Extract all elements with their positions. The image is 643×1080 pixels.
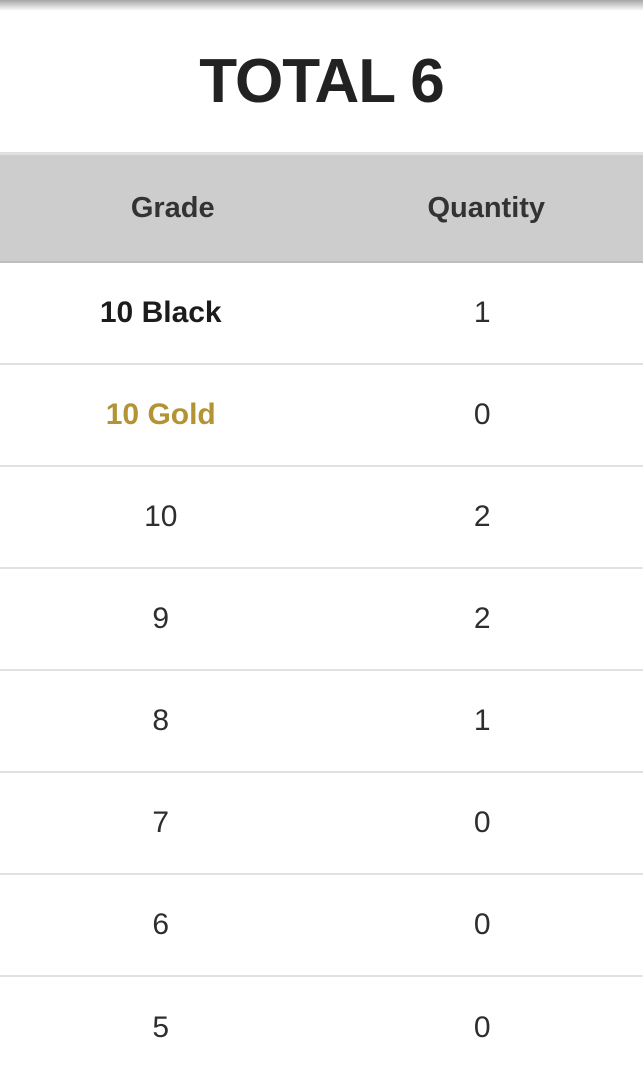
quantity-cell: 2 — [322, 467, 643, 567]
grade-cell: 10 — [0, 467, 322, 567]
column-header-grade: Grade — [16, 155, 330, 261]
table-body: 10 Black 1 10 Gold 0 10 2 9 2 8 1 7 0 6 … — [0, 263, 643, 1079]
column-header-quantity: Quantity — [330, 155, 643, 261]
table-header-row: Grade Quantity — [0, 152, 643, 263]
quantity-cell: 1 — [322, 671, 643, 771]
top-scroll-shadow — [0, 0, 643, 11]
table-row: 7 0 — [0, 773, 643, 875]
table-row: 8 1 — [0, 671, 643, 773]
quantity-cell: 1 — [322, 263, 643, 363]
grade-cell: 6 — [0, 875, 322, 975]
grade-cell: 9 — [0, 569, 322, 669]
table-row: 10 Gold 0 — [0, 365, 643, 467]
grade-cell: 8 — [0, 671, 322, 771]
table-row: 10 Black 1 — [0, 263, 643, 365]
quantity-cell: 0 — [322, 365, 643, 465]
grade-quantity-table: Grade Quantity 10 Black 1 10 Gold 0 10 2… — [0, 152, 643, 1080]
grade-cell: 5 — [0, 977, 322, 1079]
grade-cell: 7 — [0, 773, 322, 873]
table-row: 6 0 — [0, 875, 643, 977]
table-row: 10 2 — [0, 467, 643, 569]
page-title: TOTAL 6 — [0, 11, 643, 152]
quantity-cell: 0 — [322, 773, 643, 873]
table-row: 5 0 — [0, 977, 643, 1079]
grade-summary-screen: TOTAL 6 Grade Quantity 10 Black 1 10 Gol… — [0, 0, 643, 1080]
quantity-cell: 0 — [322, 977, 643, 1079]
grade-cell: 10 Gold — [0, 365, 322, 465]
table-row: 9 2 — [0, 569, 643, 671]
quantity-cell: 2 — [322, 569, 643, 669]
grade-cell: 10 Black — [0, 263, 322, 363]
quantity-cell: 0 — [322, 875, 643, 975]
